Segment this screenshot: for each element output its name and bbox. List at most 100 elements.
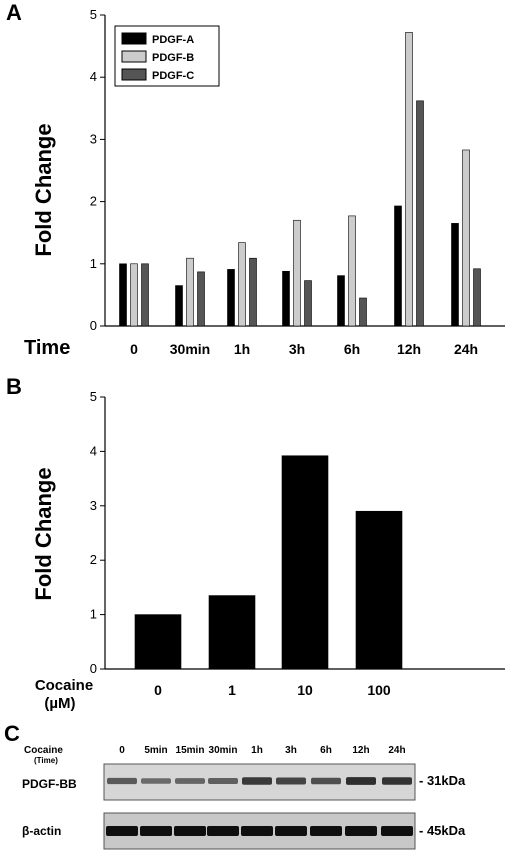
chart-a-bar [451, 223, 459, 327]
chart-a-category-label: 3h [289, 341, 305, 357]
panel-b-letter: B [6, 374, 22, 399]
chart-a-category-label: 1h [234, 341, 250, 357]
blot-size-31kda: - 31kDa [419, 773, 466, 788]
chart-a-category-label: 12h [397, 341, 421, 357]
chart-a-ylabel: Fold Change [31, 123, 56, 256]
chart-a-ytick-label: 5 [90, 7, 97, 22]
chart-b-ylabel: Fold Change [31, 467, 56, 600]
chart-a-ytick-label: 1 [90, 256, 97, 271]
chart-a-ytick-label: 4 [90, 69, 97, 84]
chart-a-bar [175, 285, 183, 327]
chart-b-bar [281, 455, 329, 670]
blot-pdgf-band [311, 777, 341, 785]
chart-a-legend: PDGF-A PDGF-B PDGF-C [114, 25, 220, 87]
legend-label-pdgf-a: PDGF-A [152, 34, 194, 46]
blot-actin-band [310, 826, 342, 836]
chart-a-bar [473, 268, 481, 327]
blot-header-label: Cocaine [24, 745, 63, 756]
legend-label-pdgf-c: PDGF-C [152, 70, 194, 82]
chart-a-bar [416, 100, 424, 327]
chart-a-category-label: 24h [454, 341, 478, 357]
chart-a-bar [348, 215, 356, 327]
blot-pdgf-band [276, 777, 306, 785]
chart-b-category-label: 100 [367, 682, 391, 698]
chart-b-ytick-label: 2 [90, 552, 97, 567]
blot-lane-label: 12h [352, 745, 369, 756]
blot-lane-label: 5min [144, 745, 167, 756]
chart-a-bar [337, 275, 345, 327]
blot-actin-band [207, 826, 239, 836]
blot-row-label-actin: β-actin [22, 824, 61, 838]
blot-pdgf-band [382, 777, 412, 785]
chart-a-bar [359, 297, 367, 327]
chart-a-bar [405, 32, 413, 327]
blot-pdgf-band [346, 777, 376, 785]
blot-pdgf-bands [107, 777, 412, 785]
chart-b-ytick-label: 3 [90, 498, 97, 513]
blot-lane-label: 1h [251, 745, 263, 756]
chart-b-category-label: 0 [154, 682, 162, 698]
blot-pdgf-band [175, 778, 205, 784]
chart-b-xlabel: Cocaine [35, 677, 93, 694]
blot-pdgf-band [141, 778, 171, 784]
chart-a-category-label: 6h [344, 341, 360, 357]
chart-a-ytick-label: 3 [90, 131, 97, 146]
chart-a-bar [197, 271, 205, 327]
blot-actin-band [241, 826, 273, 836]
chart-a-bar [462, 149, 470, 327]
chart-a-bar [130, 263, 138, 327]
legend-swatch-pdgf-b [121, 50, 147, 63]
blot-lane-label: 3h [285, 745, 297, 756]
chart-a-bar [227, 269, 235, 327]
blot-lane-label: 30min [209, 745, 238, 756]
blot-size-45kda: - 45kDa [419, 823, 466, 838]
blot-pdgf-band [242, 777, 272, 785]
chart-a-bar [141, 263, 149, 327]
blot-actin-band [381, 826, 413, 836]
chart-a-bar [249, 257, 257, 327]
chart-b-ytick-label: 5 [90, 389, 97, 404]
blot-row-label-pdgf: PDGF-BB [22, 777, 77, 791]
chart-a-bar [238, 242, 246, 327]
blot-actin-bands [106, 826, 413, 836]
chart-a-ytick-label: 0 [90, 318, 97, 333]
chart-a-ytick-label: 2 [90, 194, 97, 209]
chart-b-category-label: 1 [228, 682, 236, 698]
chart-a-bar [186, 257, 194, 327]
chart-a-bar [282, 270, 290, 327]
chart-a-xlabel: Time [24, 337, 70, 359]
blot-actin-band [275, 826, 307, 836]
panel-c-letter: C [4, 721, 20, 746]
chart-a-bar [304, 280, 312, 327]
chart-b-bar [355, 510, 403, 670]
chart-b-bar [208, 595, 256, 670]
blot-actin-band [106, 826, 138, 836]
chart-a-category-label: 30min [170, 341, 210, 357]
legend-swatch-pdgf-a [121, 32, 147, 45]
chart-b-ytick-label: 0 [90, 661, 97, 676]
blot-lane-label: 24h [388, 745, 405, 756]
chart-b-ytick-label: 4 [90, 443, 97, 458]
blot-header-sublabel: (Time) [34, 756, 58, 765]
blot-lane-label: 6h [320, 745, 332, 756]
chart-b-category-label: 10 [297, 682, 313, 698]
chart-b-ytick-label: 1 [90, 607, 97, 622]
blot-lane-labels: 0 5min 15min 30min 1h 3h 6h 12h 24h [119, 745, 405, 756]
chart-a-category-label: 0 [130, 341, 138, 357]
chart-b-xlabel-unit: (µM) [44, 695, 75, 712]
panel-a-letter: A [6, 0, 22, 25]
blot-actin-band [345, 826, 377, 836]
legend-swatch-pdgf-c [121, 68, 147, 81]
blot-actin-band [140, 826, 172, 836]
chart-a-bar [394, 205, 402, 327]
chart-b: 0 1 2 3 4 5 0 1 10 100 [90, 389, 505, 698]
blot-lane-label: 0 [119, 745, 125, 756]
blot-lane-label: 15min [176, 745, 205, 756]
chart-a: 0 1 2 3 4 5 0 30min 1h 3h 6h 12h 24h [90, 7, 505, 357]
chart-a-bar [293, 219, 301, 327]
blot-pdgf-band [208, 778, 238, 784]
legend-label-pdgf-b: PDGF-B [152, 52, 194, 64]
chart-a-bar [119, 263, 127, 327]
chart-b-bar [134, 614, 182, 670]
